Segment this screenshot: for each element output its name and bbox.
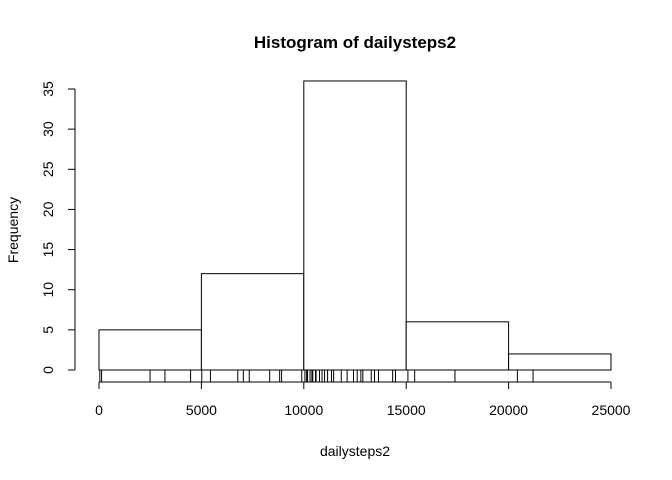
x-tick-label: 10000 [284, 402, 323, 418]
x-tick-label: 15000 [387, 402, 426, 418]
y-tick-label: 25 [40, 161, 56, 177]
y-axis: 0 5 10 15 20 25 30 35 [40, 81, 76, 374]
y-tick-label: 15 [40, 242, 56, 258]
y-axis-label: Frequency [5, 197, 21, 263]
histogram-bars [98, 80, 612, 371]
x-tick-label: 0 [95, 402, 103, 418]
histogram-bar-2 [303, 80, 407, 371]
y-tick-label: 20 [40, 201, 56, 217]
histogram-bar-1 [200, 273, 305, 371]
x-axis: 0 5000 10000 15000 20000 25000 [95, 381, 631, 418]
x-tick-label: 5000 [186, 402, 217, 418]
histogram-bar-4 [508, 353, 612, 371]
x-tick-label: 20000 [489, 402, 528, 418]
y-tick-label: 0 [40, 366, 56, 374]
histogram-bar-0 [98, 329, 202, 371]
rug-marks [99, 370, 534, 382]
chart-title: Histogram of dailysteps2 [254, 33, 456, 52]
x-axis-label: dailysteps2 [320, 443, 390, 459]
x-tick-label: 25000 [592, 402, 631, 418]
y-tick-label: 5 [40, 326, 56, 334]
y-tick-label: 35 [40, 81, 56, 97]
histogram-bar-3 [405, 321, 510, 371]
y-tick-label: 10 [40, 282, 56, 298]
y-tick-label: 30 [40, 121, 56, 137]
